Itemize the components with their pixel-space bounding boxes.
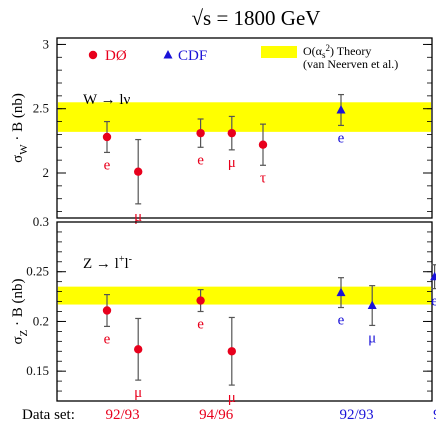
w-y-tick-label: 2 — [43, 165, 50, 180]
z-channel-label: μ — [134, 385, 142, 401]
w-channel-label: τ — [260, 170, 266, 186]
w-y-axis-label: σW · B (nb) — [10, 93, 30, 163]
legend-d0-marker — [88, 50, 98, 60]
z-panel-frame — [56, 221, 433, 402]
z-panel: 0.15 0.2 0.25 0.3 σZ · B (nb) Z → l+l-e μ e μ e μ e… — [10, 214, 436, 406]
w-theory-band — [58, 102, 431, 132]
w-channel-label: μ — [134, 209, 142, 225]
w-d0-data-point — [196, 128, 205, 138]
dataset-4: 94/96 — [433, 407, 436, 423]
w-channel-label: e — [338, 130, 345, 146]
w-d0-data-point — [227, 128, 236, 138]
w-channel-label: e — [197, 152, 204, 168]
z-channel-label: e — [104, 331, 111, 347]
legend-d0-label: DØ — [105, 48, 127, 64]
z-d0-data-point — [134, 345, 143, 354]
legend-cdf-label: CDF — [178, 48, 207, 64]
legend-theory-label: O(αs2) Theory — [303, 43, 371, 60]
z-channel-label: e — [197, 317, 204, 333]
z-process-label: Z → l+l- — [83, 254, 132, 272]
z-theory-band — [58, 286, 431, 305]
z-channel-label: μ — [368, 330, 376, 346]
w-cdf-data-point — [336, 105, 346, 114]
w-y-tick-label: 3 — [43, 36, 50, 51]
legend-cdf-marker — [163, 50, 173, 59]
z-channel-label: e — [431, 294, 436, 310]
dataset-row: Data set: 92/93 94/96 92/93 94/96 — [22, 407, 436, 423]
w-d0-data-point — [102, 132, 112, 142]
z-channel-label: μ — [228, 390, 236, 406]
z-y-tick-label: 0.3 — [33, 214, 49, 229]
z-channel-label: e — [338, 313, 345, 329]
w-channel-label: e — [104, 157, 111, 173]
w-panel-frame — [56, 37, 433, 219]
z-y-tick-label: 0.25 — [26, 264, 49, 279]
w-d0-data-point — [258, 140, 268, 149]
z-cdf-data-point — [336, 287, 346, 297]
dataset-3: 92/93 — [340, 407, 374, 423]
w-panel: 2 2.5 3 σW · B (nb) W → lν e μ e μ τ e DØ CDF O(αs2) … — [10, 36, 433, 225]
legend-theory-reference: (van Neerven et al.) — [303, 57, 398, 71]
z-cdf-data-point — [430, 271, 436, 281]
z-cdf-data-point — [367, 300, 377, 310]
z-d0-data-point — [227, 347, 236, 356]
w-process-label: W → lν — [83, 92, 131, 108]
z-d0-data-point — [102, 306, 112, 315]
dataset-1: 92/93 — [106, 407, 140, 423]
w-channel-label: μ — [228, 155, 236, 171]
z-d0-data-point — [196, 296, 205, 305]
w-y-tick-label: 2.5 — [33, 101, 49, 116]
legend-theory-swatch — [261, 46, 297, 58]
chart-title: √s = 1800 GeV — [192, 6, 321, 30]
z-y-axis-label: σZ · B (nb) — [10, 278, 30, 344]
w-d0-data-point — [134, 167, 143, 176]
dataset-2: 94/96 — [199, 407, 234, 423]
z-y-tick-label: 0.15 — [26, 363, 49, 378]
z-y-tick-label: 0.2 — [33, 313, 49, 328]
dataset-label: Data set: — [22, 407, 75, 423]
